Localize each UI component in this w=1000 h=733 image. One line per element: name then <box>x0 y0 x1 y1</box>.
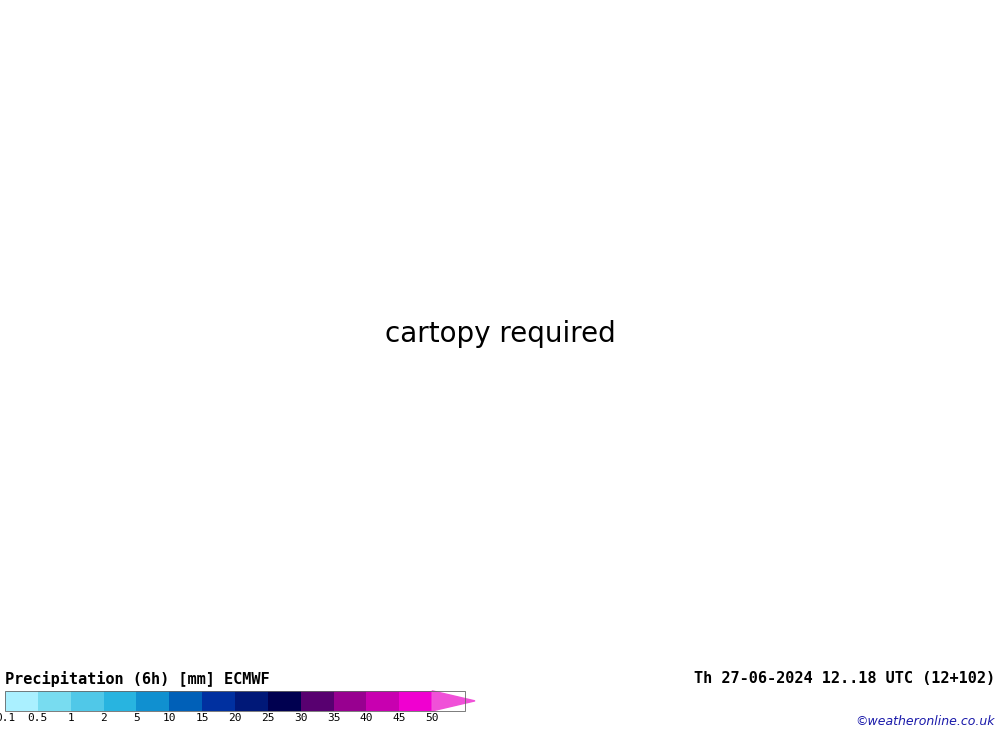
Text: 20: 20 <box>228 713 242 723</box>
Bar <box>5 690 38 711</box>
Text: Th 27-06-2024 12..18 UTC (12+102): Th 27-06-2024 12..18 UTC (12+102) <box>694 671 995 686</box>
Text: 0.1: 0.1 <box>0 713 15 723</box>
Text: 25: 25 <box>261 713 275 723</box>
Polygon shape <box>432 690 475 711</box>
Bar <box>71 690 104 711</box>
Bar <box>399 690 432 711</box>
Text: 30: 30 <box>294 713 307 723</box>
Text: 5: 5 <box>133 713 140 723</box>
Bar <box>104 690 136 711</box>
Text: ©weatheronline.co.uk: ©weatheronline.co.uk <box>856 715 995 728</box>
Text: 0.5: 0.5 <box>28 713 48 723</box>
Bar <box>268 690 301 711</box>
Bar <box>366 690 399 711</box>
Text: Precipitation (6h) [mm] ECMWF: Precipitation (6h) [mm] ECMWF <box>5 671 270 687</box>
Text: 15: 15 <box>195 713 209 723</box>
Bar <box>334 690 366 711</box>
Bar <box>235 690 268 711</box>
Text: 35: 35 <box>327 713 340 723</box>
Text: 10: 10 <box>163 713 176 723</box>
Bar <box>202 690 235 711</box>
Bar <box>38 690 71 711</box>
Bar <box>136 690 169 711</box>
Text: 40: 40 <box>360 713 373 723</box>
Bar <box>301 690 334 711</box>
Text: 50: 50 <box>425 713 439 723</box>
Bar <box>169 690 202 711</box>
Text: 1: 1 <box>67 713 74 723</box>
Text: 45: 45 <box>393 713 406 723</box>
Bar <box>5 690 465 711</box>
Text: cartopy required: cartopy required <box>385 320 615 348</box>
Text: 2: 2 <box>100 713 107 723</box>
